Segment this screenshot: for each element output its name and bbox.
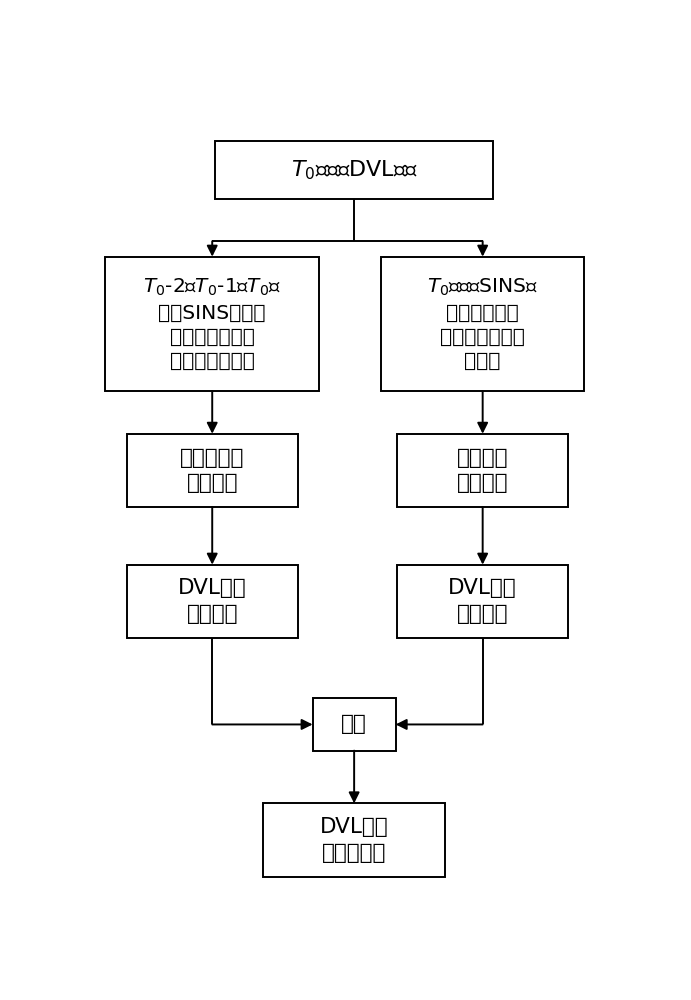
Text: $T_0$时刻，DVL失效: $T_0$时刻，DVL失效 <box>291 158 417 182</box>
Bar <box>312 698 396 751</box>
Text: DVL量测
残余部分: DVL量测 残余部分 <box>448 578 517 624</box>
Bar <box>215 141 493 199</box>
Bar <box>397 434 568 507</box>
Text: $T_0$-2、$T_0$-1、$T_0$时
刻，SINS解算所
得东向速度、北
向速度和航向角: $T_0$-2、$T_0$-1、$T_0$时 刻，SINS解算所 得东向速度、北… <box>143 277 281 371</box>
Bar <box>263 803 445 877</box>
Bar <box>105 257 319 391</box>
Text: DVL量测
信息估计値: DVL量测 信息估计値 <box>320 817 388 863</box>
Text: 偏最小二乘
回归模型: 偏最小二乘 回归模型 <box>180 448 245 493</box>
Text: $T_0$时刻，SINS解
算所得东向速
度、北向速度和
航向角: $T_0$时刻，SINS解 算所得东向速 度、北向速度和 航向角 <box>427 277 538 371</box>
Text: DVL量测
线性部分: DVL量测 线性部分 <box>178 578 247 624</box>
Text: 支持向量
回归模型: 支持向量 回归模型 <box>457 448 509 493</box>
Text: 求和: 求和 <box>341 714 367 734</box>
Bar <box>126 434 298 507</box>
Bar <box>126 565 298 638</box>
Bar <box>397 565 568 638</box>
Bar <box>381 257 585 391</box>
